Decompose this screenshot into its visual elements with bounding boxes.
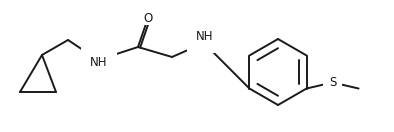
Text: NH: NH	[196, 30, 214, 44]
Text: O: O	[143, 11, 152, 25]
Text: S: S	[329, 76, 336, 89]
Text: NH: NH	[90, 55, 108, 69]
